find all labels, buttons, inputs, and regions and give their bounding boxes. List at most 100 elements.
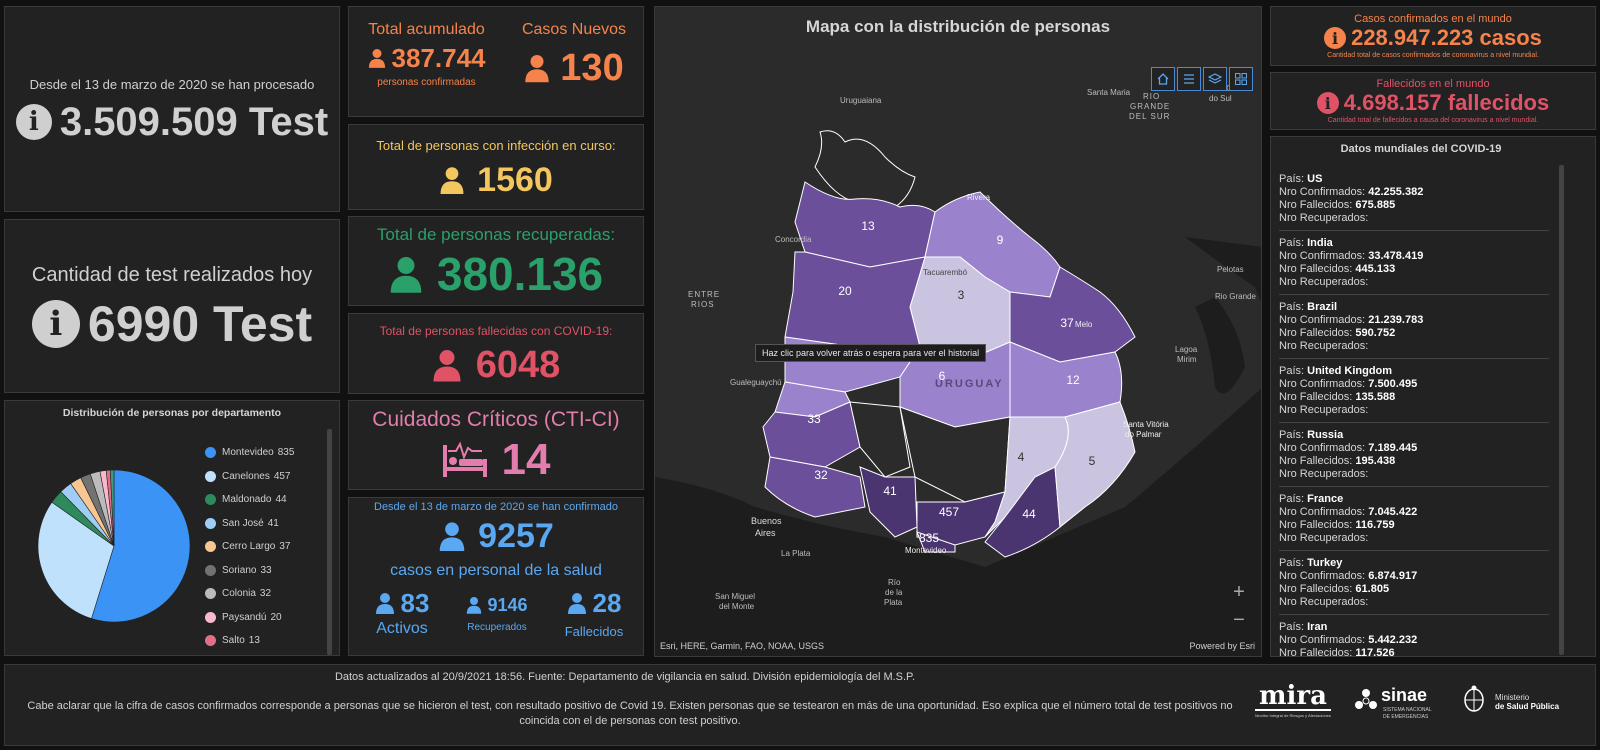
country-name: País: Brazil (1279, 301, 1338, 313)
mira-logo-text: mira (1255, 683, 1331, 711)
layers-button[interactable] (1203, 67, 1227, 91)
casos-nuevos-label: Casos Nuevos (521, 21, 627, 38)
legend-value: 37 (279, 541, 291, 553)
legend-item[interactable]: Salto 13 (205, 629, 325, 653)
pie-slice-treinta-y-tres[interactable] (109, 469, 115, 547)
pie-slice-canelones[interactable] (37, 501, 115, 619)
personal-salud-value: 9257 (478, 517, 554, 555)
dept-colonia (764, 456, 866, 518)
legend-label: San José (222, 517, 264, 529)
legend-button[interactable] (1177, 67, 1201, 91)
info-icon: i (31, 299, 80, 348)
legend-value: 32 (259, 588, 272, 600)
legend-item[interactable]: Canelones 457 (205, 465, 325, 489)
dept-value-artigas: 13 (861, 219, 875, 233)
map-attribution: Esri, HERE, Garmin, FAO, NOAA, USGS (660, 641, 825, 651)
powered-by-esri-link[interactable]: Powered by Esri (1189, 641, 1255, 651)
legend-value: 457 (273, 470, 291, 482)
legend-value: 13 (248, 635, 260, 647)
msp-logo-line1: Ministerio (1495, 693, 1530, 702)
recuperadas-panel: Total de personas recuperadas: 380.136 (348, 216, 644, 306)
hospital-bed-icon (442, 441, 487, 477)
legend-value: 835 (277, 447, 295, 459)
personal-salud-label-top: Desde el 13 de marzo de 2020 se han conf… (374, 501, 618, 513)
fallecidos-label: Fallecidos (564, 624, 624, 639)
legend-item[interactable]: Maldonado 44 (205, 488, 325, 512)
country-name: País: India (1279, 237, 1333, 249)
legend-item[interactable]: Soriano 33 (205, 559, 325, 583)
legend-label: Canelones (222, 470, 270, 482)
legend-item[interactable]: Paysandú 20 (205, 606, 325, 630)
legend-label: Montevideo (222, 447, 274, 459)
person-icon (368, 49, 385, 68)
map-label-concordia: Concordia (775, 235, 812, 244)
mira-logo: mira Monitor Integral de Riesgos y Afect… (1255, 683, 1331, 718)
map-label-rio-plata-2: de la (885, 588, 903, 597)
tests-today-panel: Cantidad de test realizados hoy i 6990 T… (4, 219, 340, 393)
country-item: País: France Nro Confirmados: 7.045.422 Nr… (1279, 487, 1549, 551)
department-chart-panel: Distribución de personas por departament… (4, 400, 340, 656)
country-deaths: Nro Fallecidos: 117.526 (1279, 647, 1395, 657)
country-name: País: Iran (1279, 621, 1328, 633)
tests-total-label: Desde el 13 de marzo de 2020 se han proc… (29, 76, 315, 92)
zoom-in-button[interactable]: + (1233, 580, 1245, 603)
legend-item[interactable]: Treinta y Tres12 (205, 653, 325, 656)
country-list-scrollbar[interactable] (1559, 165, 1564, 655)
map-label-lagoa-1: Lagoa (1175, 345, 1198, 354)
map-panel[interactable]: Uruguaiana Santa Maria RIO GRANDE DEL SU… (654, 6, 1262, 657)
zoom-out-button[interactable]: − (1233, 608, 1245, 631)
basemap-button[interactable] (1229, 67, 1253, 91)
map-label-buenos-1: Buenos (751, 516, 782, 526)
pie-slice-montevideo[interactable] (91, 469, 191, 623)
country-item: País: Iran Nro Confirmados: 5.442.232 Nro … (1279, 615, 1549, 657)
map-canvas[interactable]: Uruguaiana Santa Maria RIO GRANDE DEL SU… (655, 7, 1262, 657)
map-label-rivera: Rivera (967, 193, 991, 202)
country-recovered: Nro Recuperados: (1279, 276, 1369, 288)
legend-item[interactable]: San José 41 (205, 512, 325, 536)
person-icon (467, 597, 482, 614)
coast-lagoa (1185, 237, 1261, 302)
legend-scrollbar[interactable] (327, 429, 332, 655)
cti-label: Cuidados Críticos (CTI-CI) (372, 408, 620, 431)
sinae-logo: sinae SISTEMA NACIONAL DE EMERGENCIAS (1353, 683, 1443, 727)
legend-swatch (205, 635, 216, 647)
country-deaths: Nro Fallecidos: 445.133 (1279, 263, 1396, 275)
legend-label: Colonia (222, 588, 256, 600)
map-label-rio-grande-sul-1: RIO (1143, 92, 1160, 101)
dept-value-rivera: 9 (997, 233, 1004, 247)
country-deaths: Nro Fallecidos: 116.759 (1279, 519, 1395, 531)
dept-flores (849, 401, 911, 478)
sinae-logo-sub2: DE EMERGENCIAS (1383, 714, 1429, 720)
person-icon (439, 522, 465, 551)
cti-value: 14 (501, 435, 551, 484)
legend-item[interactable]: Cerro Largo 37 (205, 535, 325, 559)
total-acumulado-sub: personas confirmadas (377, 77, 476, 88)
country-name: País: Russia (1279, 429, 1344, 441)
legend-value: 44 (275, 494, 287, 506)
world-confirmed-note: Cantidad total de casos confirmados de c… (1327, 52, 1539, 59)
country-item: País: United Kingdom Nro Confirmados: 7.5… (1279, 359, 1549, 423)
info-icon: i (1316, 92, 1339, 114)
country-item: País: Brazil Nro Confirmados: 21.239.783 N… (1279, 295, 1549, 359)
person-icon (567, 593, 586, 614)
total-acumulado-label: Total acumulado (368, 21, 485, 38)
list-icon (1184, 74, 1194, 84)
legend-item[interactable]: Montevideo 835 (205, 441, 325, 465)
country-deaths: Nro Fallecidos: 61.805 (1279, 583, 1390, 595)
country-list[interactable]: País: US Nro Confirmados: 42.255.382 Nro F… (1279, 167, 1549, 657)
world-list-panel: Datos mundiales del COVID-19 País: US Nro… (1270, 136, 1596, 657)
map-label-san-miguel-2: del Monte (719, 602, 755, 611)
infeccion-curso-value: 1560 (477, 160, 553, 199)
world-deaths-title: Fallecidos en el mundo (1376, 78, 1490, 90)
legend-item[interactable]: Colonia 32 (205, 582, 325, 606)
sinae-logo-text: sinae (1381, 685, 1428, 705)
home-button[interactable] (1151, 67, 1175, 91)
country-deaths: Nro Fallecidos: 590.752 (1279, 327, 1396, 339)
country-confirmed: Nro Confirmados: 6.874.917 (1279, 570, 1418, 582)
info-icon: i (15, 103, 52, 140)
fallecidas-value: 6048 (475, 343, 561, 386)
info-icon: i (1324, 27, 1347, 49)
tests-total-value: 3.509.509 Test (59, 99, 329, 144)
legend-label: Maldonado (222, 494, 272, 506)
country-confirmed: Nro Confirmados: 7.500.495 (1279, 378, 1418, 390)
